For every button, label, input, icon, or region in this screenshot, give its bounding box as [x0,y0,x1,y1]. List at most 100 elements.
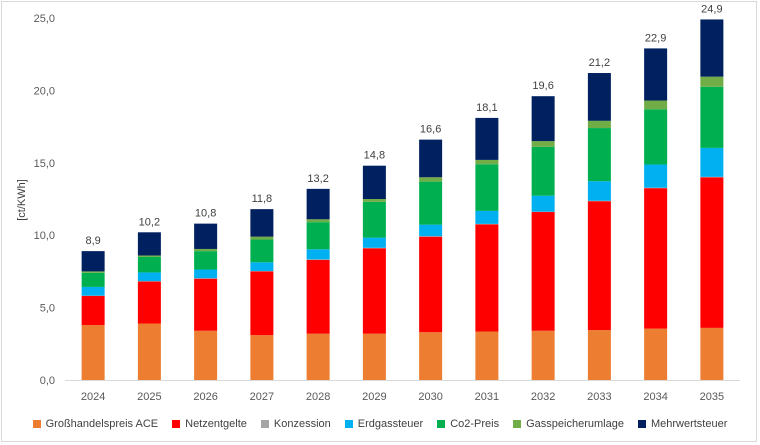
bar-segment [194,330,218,380]
bar-segment [475,224,499,332]
bar-segment [194,248,218,252]
y-tick-label: 5,0 [40,303,55,315]
bar-segment [362,201,386,238]
bar-segment [306,188,330,220]
total-data-label: 24,9 [701,3,722,15]
bar-segment [475,164,499,211]
bar-segment [81,251,105,272]
legend-swatch [437,420,446,428]
bar-segment [250,209,274,237]
total-data-label: 18,1 [476,102,497,114]
bar-segment [250,262,274,271]
total-data-label: 19,6 [532,80,553,92]
bar-segment [587,120,611,129]
bar-segment [644,100,668,110]
total-data-label: 21,2 [589,57,610,69]
y-axis-ticks: 0,0 5,0 10,0 15,0 20,0 25,0 [34,13,55,387]
legend-item: Mehrwertsteuer [637,418,728,430]
legend: Großhandelspreis ACE Netzentgelte Konzessi… [0,415,760,433]
legend-item: Konzession [260,418,331,430]
bar-segment [644,328,668,380]
bar-segment [700,19,724,77]
bar-segment [362,248,386,334]
bar-segment [81,324,105,380]
bar-segment [644,48,668,101]
legend-item: Co2-Preis [437,418,499,430]
total-data-label: 10,2 [139,216,160,228]
bar-segment [700,327,724,380]
bar-segment [362,165,386,199]
bar-segment [587,330,611,380]
bar-segment [137,256,161,273]
legend-label: Konzession [273,418,331,430]
x-tick-label: 2025 [137,391,161,403]
x-tick-label: 2031 [475,391,499,403]
bar-segment [194,251,218,270]
bar-segment [137,272,161,282]
legend-swatch [260,420,269,428]
legend-item: Gasspeicherumlage [513,418,624,430]
bar-segment [587,128,611,182]
bar-segment [419,139,443,178]
bar-segment [362,333,386,380]
legend-label: Erdgassteuer [357,418,424,430]
total-data-label: 13,2 [307,173,328,185]
legend-swatch [637,420,646,428]
bar-segment [250,335,274,380]
x-tick-label: 2033 [587,391,611,403]
x-tick-label: 2034 [643,391,667,403]
bar-segment [362,237,386,248]
bar-segment [362,199,386,202]
bar-segment [306,259,330,334]
bars [81,19,724,380]
x-tick-label: 2035 [700,391,724,403]
y-tick-label: 0,0 [40,375,55,387]
legend-label: Netzentgelte [185,418,247,430]
y-tick-label: 25,0 [34,13,55,25]
legend-label: Mehrwertsteuer [650,418,728,430]
bar-segment [250,239,274,263]
x-tick-label: 2024 [81,391,105,403]
bar-segment [250,236,274,240]
bar-segment [419,224,443,237]
total-data-label: 14,8 [364,150,385,162]
bar-segment [81,296,105,325]
bar-segment [531,146,555,196]
bar-segment [419,177,443,182]
legend-swatch [513,420,522,428]
bar-segment [531,141,555,147]
legend-item: Netzentgelte [172,418,247,430]
bar-segment [475,331,499,380]
x-axis-ticks: 2024 2025 2026 2027 2028 2029 2030 2031 2032 2033… [81,391,724,403]
bar-segment [137,281,161,324]
bar-segment [531,195,555,212]
bar-segment [194,278,218,331]
bar-segment [700,147,724,177]
legend-item: Erdgassteuer [344,418,424,430]
bar-segment [250,271,274,336]
bar-segment [700,177,724,328]
total-labels: 8,9 10,2 10,8 11,8 13,2 14,8 16,6 18,1 19,6 21,2 2… [85,3,722,247]
bar-segment [644,164,668,188]
legend-item: Großhandelspreis ACE [32,418,159,430]
bar-segment [531,330,555,380]
total-data-label: 22,9 [645,32,666,44]
bar-segment [419,332,443,380]
legend-label: Co2-Preis [450,418,500,430]
legend-swatch [172,420,181,428]
y-tick-label: 20,0 [34,85,55,97]
bar-segment [306,333,330,380]
bar-segment [419,181,443,225]
bar-segment [587,73,611,121]
x-tick-label: 2030 [418,391,442,403]
x-tick-label: 2026 [193,391,217,403]
legend-label: Großhandelspreis ACE [45,418,159,430]
legend-label: Gasspeicherumlage [526,418,624,430]
bar-segment [475,117,499,160]
x-tick-label: 2032 [531,391,555,403]
bar-segment [137,232,161,256]
bar-segment [194,223,218,249]
total-data-label: 10,8 [195,208,216,220]
bar-segment [700,86,724,148]
